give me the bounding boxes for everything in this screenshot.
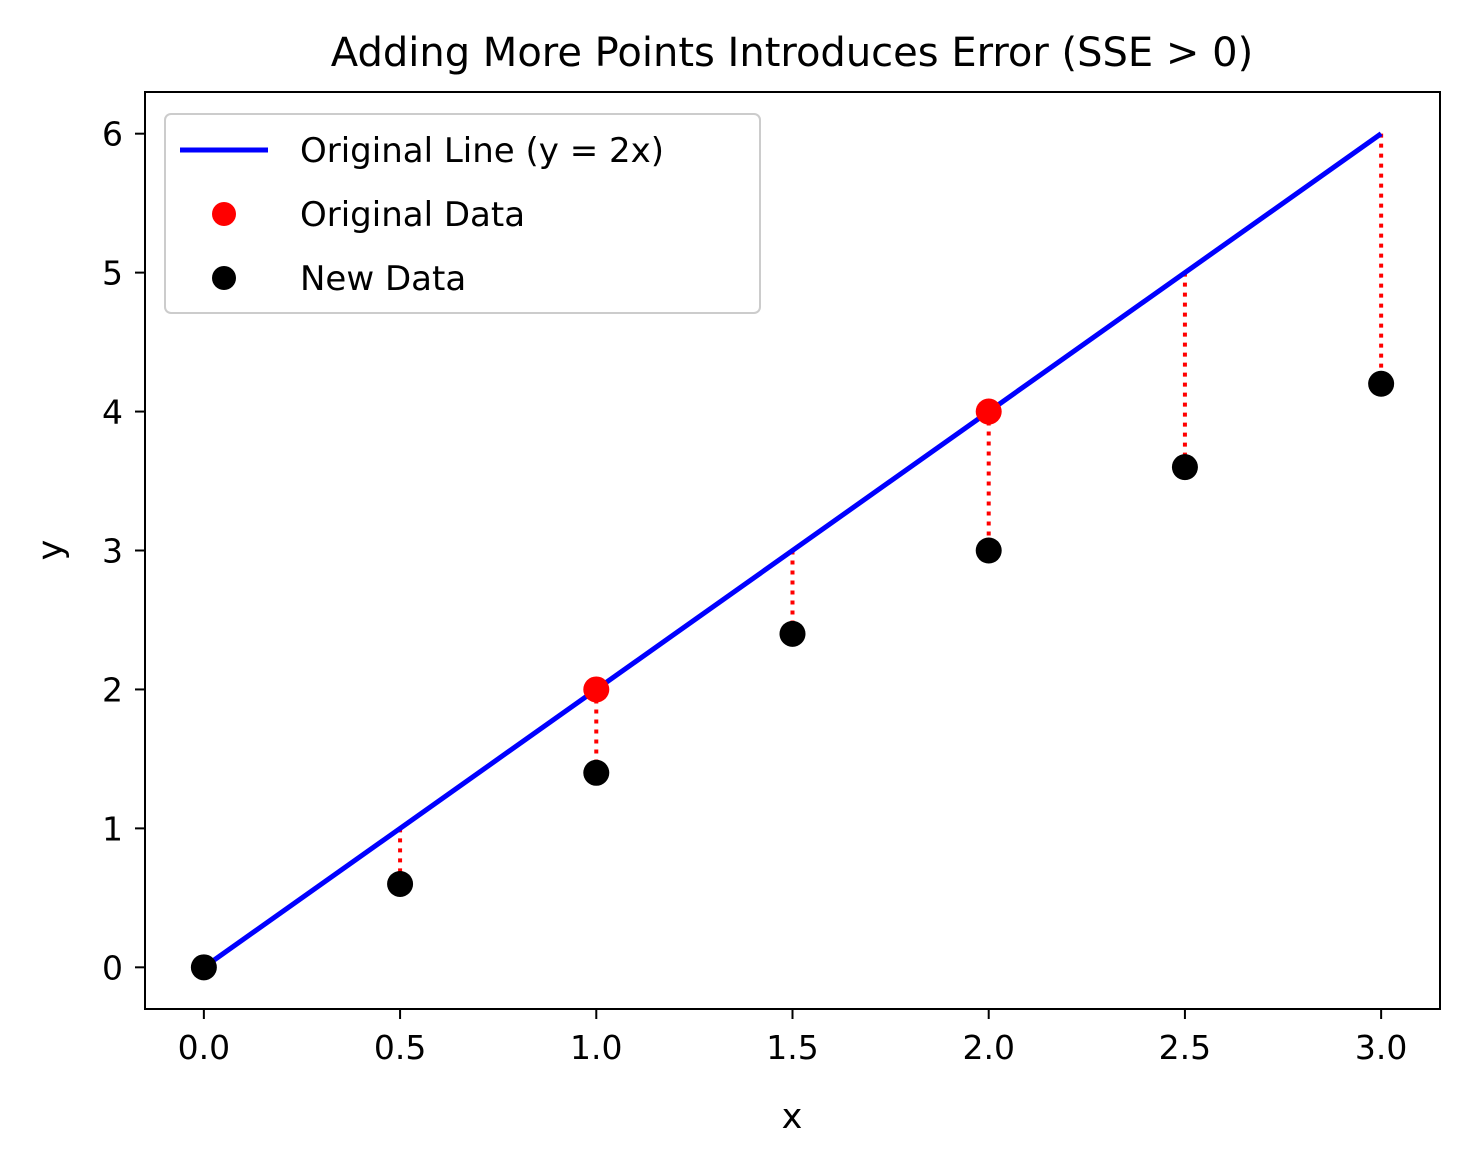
legend-black-marker	[212, 266, 236, 290]
x-axis: 0.0 0.5 1.0 1.5 2.0 2.5 3.0	[178, 1009, 1407, 1067]
y-tick-label: 4	[102, 393, 123, 432]
legend-label-new-data: New Data	[300, 259, 466, 299]
y-tick-label: 3	[102, 532, 123, 571]
new-data-point	[583, 759, 610, 786]
x-tick-label: 0.5	[374, 1028, 426, 1067]
y-tick-label: 6	[102, 115, 123, 154]
series-lines	[202, 131, 1383, 970]
new-data-point	[975, 537, 1002, 564]
series-points	[190, 370, 1395, 981]
y-axis: 0 1 2 3 4 5 6	[102, 115, 145, 987]
original-data-point	[583, 676, 610, 703]
plot-area	[190, 131, 1395, 981]
x-axis-label: x	[782, 1097, 803, 1137]
x-tick-label: 3.0	[1355, 1028, 1407, 1067]
legend-label-original-data: Original Data	[300, 195, 525, 235]
y-axis-label: y	[31, 540, 71, 561]
new-data-point	[1368, 370, 1395, 397]
y-tick-label: 2	[102, 670, 123, 709]
new-data-point	[779, 620, 806, 647]
residual-lines	[398, 133, 1384, 884]
legend-red-marker	[212, 202, 236, 226]
original-data-point	[975, 398, 1002, 425]
chart-title: Adding More Points Introduces Error (SSE…	[331, 30, 1253, 76]
x-tick-label: 1.5	[766, 1028, 818, 1067]
new-data-point	[1171, 454, 1198, 481]
x-tick-label: 2.5	[1159, 1028, 1211, 1067]
y-tick-label: 1	[102, 809, 123, 848]
legend-box	[164, 113, 761, 314]
y-tick-label: 0	[102, 948, 123, 987]
new-data-point	[190, 954, 217, 981]
series-line	[202, 131, 1383, 970]
legend: Original Line (y = 2x) Original Data New…	[164, 113, 761, 314]
new-data-point	[387, 870, 414, 897]
legend-label-original-line: Original Line (y = 2x)	[300, 131, 664, 171]
y-tick-label: 5	[102, 254, 123, 293]
x-tick-label: 2.0	[962, 1028, 1014, 1067]
x-tick-label: 1.0	[570, 1028, 622, 1067]
x-tick-label: 0.0	[178, 1028, 230, 1067]
